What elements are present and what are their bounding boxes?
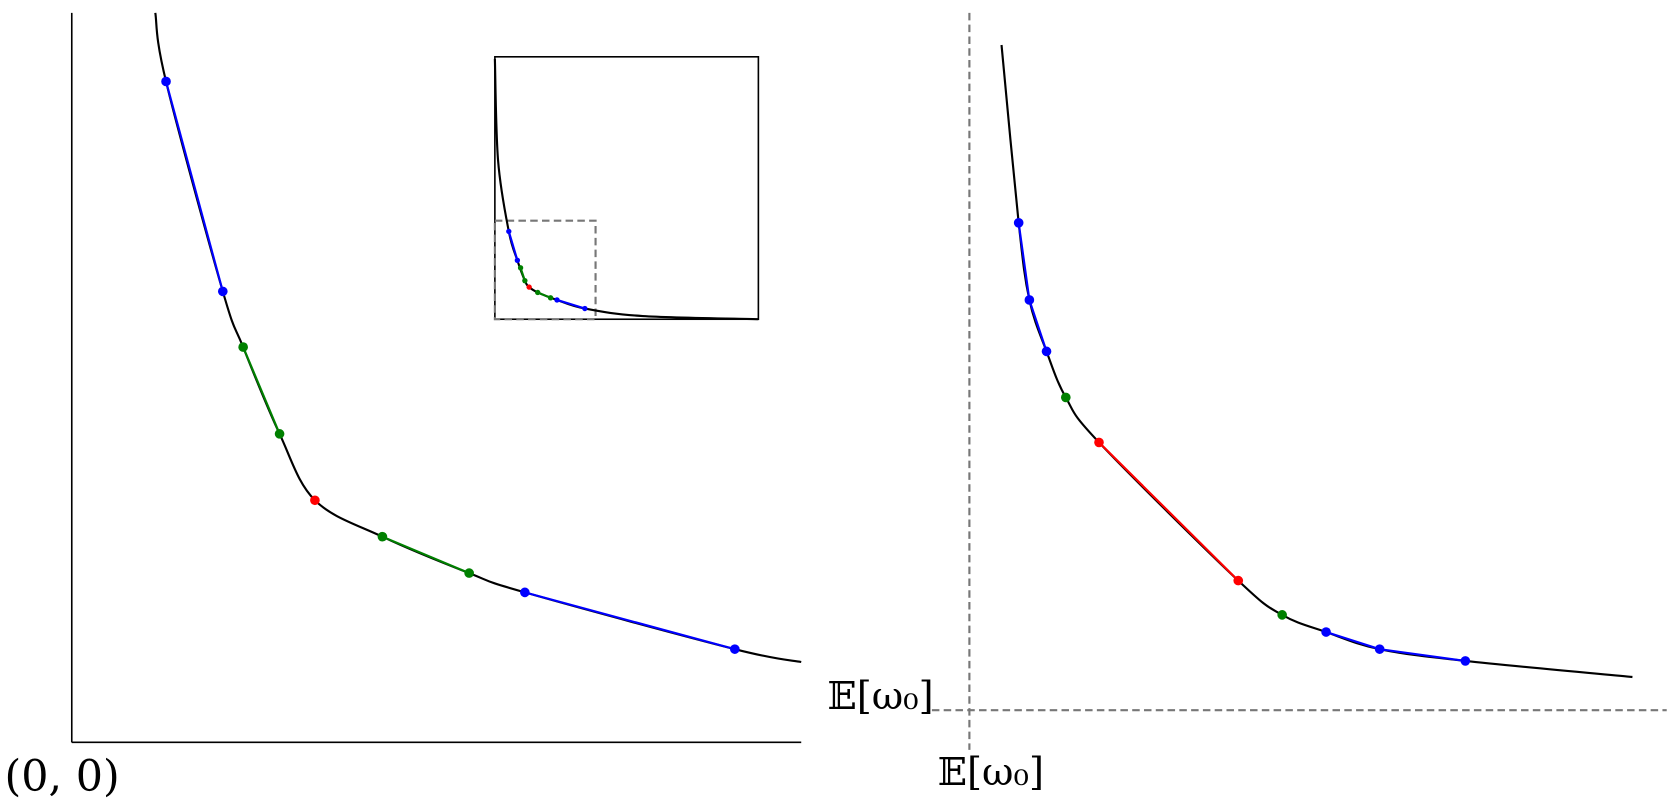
- point: [520, 587, 530, 598]
- x-reference-label: 𝔼[ω₀]: [938, 750, 1044, 795]
- point: [1013, 218, 1024, 228]
- point: [1094, 437, 1104, 448]
- point: [274, 429, 285, 439]
- point: [1277, 610, 1287, 620]
- curve: [154, 12, 802, 664]
- point: [238, 342, 248, 352]
- origin-label: (0, 0): [5, 752, 120, 802]
- segment: [1098, 441, 1240, 582]
- point: [554, 297, 560, 303]
- point: [1024, 295, 1035, 305]
- point: [1374, 644, 1385, 654]
- left-panel: (0, 0): [5, 12, 802, 802]
- point: [514, 257, 521, 264]
- y-reference-label: 𝔼[ω₀]: [827, 674, 933, 719]
- point: [522, 277, 528, 284]
- segment: [381, 535, 470, 575]
- point: [1060, 392, 1071, 403]
- point: [547, 295, 554, 301]
- point: [729, 644, 740, 654]
- point: [377, 531, 388, 542]
- segment: [556, 298, 586, 310]
- point: [1041, 346, 1052, 357]
- segment: [242, 346, 281, 435]
- segment: [164, 81, 224, 292]
- point: [217, 286, 228, 297]
- point: [1460, 656, 1471, 666]
- point: [526, 284, 532, 290]
- point: [582, 305, 588, 312]
- inset-frame: [494, 56, 760, 321]
- point: [506, 228, 512, 235]
- segment: [524, 591, 736, 651]
- curve: [493, 58, 759, 321]
- zoom-box: [493, 219, 597, 321]
- segment: [1017, 222, 1048, 352]
- point: [310, 495, 320, 506]
- point: [464, 568, 474, 578]
- segment: [1325, 630, 1466, 662]
- point: [1233, 575, 1244, 586]
- point: [535, 289, 541, 296]
- right-panel: 𝔼[ω₀] 𝔼[ω₀]: [827, 12, 1667, 795]
- point: [517, 265, 524, 271]
- segment: [507, 231, 519, 261]
- curve: [1000, 44, 1633, 679]
- point: [161, 76, 171, 87]
- point: [1321, 627, 1331, 637]
